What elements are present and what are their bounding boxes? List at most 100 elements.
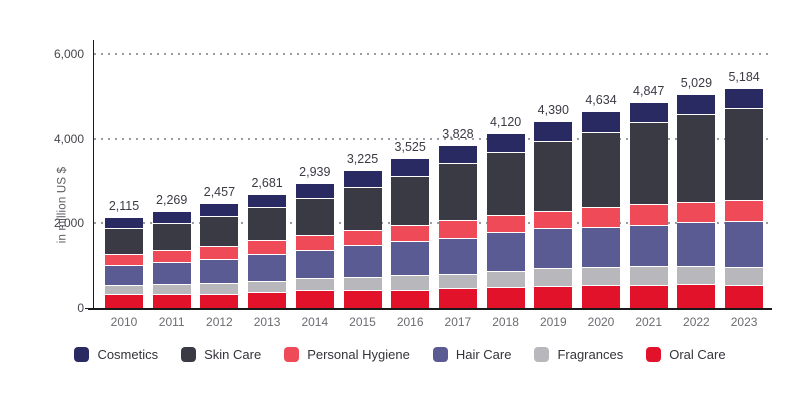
bar-total-label: 3,828: [442, 126, 474, 141]
bar-segment-fragrances: [391, 276, 430, 291]
bar-segment-fragrances: [629, 267, 668, 286]
x-tick-label: 2010: [110, 315, 138, 329]
bar-segment-hair-care: [582, 228, 620, 268]
x-tick-label: 2021: [635, 315, 663, 329]
legend-item-skin-care: Skin Care: [181, 347, 261, 362]
bar-segment-fragrances: [105, 286, 143, 296]
bar-segment-fragrances: [677, 266, 716, 286]
x-tick-label: 2018: [492, 315, 519, 329]
bar-total-label: 4,634: [585, 92, 617, 107]
x-tick-label: 2012: [206, 315, 233, 329]
legend-swatch: [432, 347, 448, 362]
legend: Cosmetics Skin Care Personal Hygiene Hair C…: [0, 347, 800, 362]
legend-swatch: [646, 347, 662, 362]
bar-total-label: 4,120: [489, 114, 522, 129]
bar-segment-oral-care: [438, 289, 477, 308]
bar-segment-personal-hygiene: [438, 221, 477, 240]
bar-segment-hair-care: [200, 259, 239, 284]
bar-segment-hair-care: [486, 232, 525, 272]
bar-segment-fragrances: [152, 285, 191, 295]
x-tick-label: 2011: [158, 315, 185, 329]
x-tick-label: 2015: [349, 315, 376, 329]
bar-total-label: 4,847: [633, 83, 665, 98]
bar-total-label: 5,184: [728, 69, 760, 84]
bar-segment-personal-hygiene: [582, 208, 620, 229]
bar-segment-hair-care: [629, 225, 668, 268]
bar-segment-skin-care: [725, 109, 764, 202]
legend-swatch: [181, 347, 197, 362]
bar-segment-oral-care: [677, 285, 716, 308]
y-tick-label: 0: [77, 301, 84, 315]
bar-segment-hair-care: [343, 246, 382, 278]
bar-segment-skin-care: [105, 229, 143, 255]
bar-total-label: 5,029: [680, 76, 713, 91]
bar-segment-personal-hygiene: [248, 241, 287, 255]
bar-segment-personal-hygiene: [486, 216, 525, 233]
bar-segment-fragrances: [343, 277, 382, 291]
bar-segment-oral-care: [534, 287, 573, 308]
bar-segment-hair-care: [534, 229, 573, 270]
bar-segment-fragrances: [534, 269, 573, 288]
bar-segment-cosmetics: [200, 203, 239, 217]
bar-total-label: 2,115: [108, 199, 140, 214]
bar-segment-hair-care: [295, 250, 334, 280]
x-tick-label: 2014: [301, 315, 329, 329]
legend-item-oral-care: Oral Care: [646, 347, 726, 362]
bar-segment-hair-care: [438, 239, 477, 275]
bar-total-label: 2,681: [251, 175, 283, 190]
bar-segment-cosmetics: [629, 102, 668, 124]
bar-total-label: 2,457: [203, 184, 236, 199]
bar-segment-cosmetics: [295, 183, 334, 200]
bar-segment-cosmetics: [391, 158, 430, 177]
bar-segment-hair-care: [152, 263, 191, 286]
zero-tick-mark: [85, 308, 93, 309]
bar-segment-oral-care: [582, 285, 620, 308]
x-tick-label: 2017: [444, 315, 472, 329]
bar-segment-fragrances: [582, 267, 620, 286]
legend-label: Cosmetics: [97, 347, 159, 362]
bar-total-label: 3,525: [394, 139, 426, 154]
legend-label: Skin Care: [204, 347, 262, 362]
legend-item-fragrances: Fragrances: [534, 347, 623, 362]
bar-segment-cosmetics: [534, 122, 573, 143]
bar-segment-hair-care: [105, 265, 143, 287]
bar-segment-personal-hygiene: [152, 251, 191, 264]
legend-item-hair-care: Hair Care: [432, 347, 512, 362]
legend-label: Oral Care: [669, 347, 726, 362]
bar-segment-oral-care: [248, 293, 287, 308]
bar-segment-cosmetics: [677, 95, 716, 116]
bar-segment-skin-care: [677, 115, 716, 203]
bar-segment-oral-care: [343, 290, 382, 308]
x-tick-label: 2020: [587, 315, 615, 329]
bar-segment-fragrances: [248, 281, 287, 294]
gridline-2000: [94, 222, 772, 225]
bar-segment-skin-care: [629, 123, 668, 206]
bar-segment-personal-hygiene: [105, 254, 143, 266]
bar-segment-hair-care: [248, 254, 287, 282]
y-axis-line: [93, 40, 94, 309]
legend-label: Fragrances: [557, 347, 624, 362]
bar-segment-fragrances: [725, 267, 764, 287]
bar-segment-fragrances: [200, 283, 239, 295]
bar-segment-hair-care: [391, 241, 430, 277]
y-axis-title: in million US $: [56, 166, 69, 244]
bar-segment-oral-care: [629, 285, 668, 308]
bar-segment-personal-hygiene: [534, 212, 573, 230]
bar-segment-skin-care: [200, 216, 239, 248]
legend-swatch: [74, 347, 90, 362]
legend-swatch: [534, 347, 550, 362]
bar-segment-cosmetics: [725, 88, 764, 110]
bar-total-label: 4,390: [537, 103, 569, 118]
gridline-4000: [94, 137, 772, 140]
bar-segment-fragrances: [295, 279, 334, 292]
bar-segment-skin-care: [582, 132, 620, 209]
y-tick-label: 6,000: [53, 47, 84, 61]
x-tick-label: 2013: [253, 315, 281, 329]
bar-segment-oral-care: [105, 295, 143, 308]
bar-segment-personal-hygiene: [343, 230, 382, 247]
bar-segment-oral-care: [486, 288, 525, 308]
bar-segment-fragrances: [438, 274, 477, 290]
legend-label: Hair Care: [455, 347, 512, 362]
bar-segment-cosmetics: [343, 171, 382, 189]
